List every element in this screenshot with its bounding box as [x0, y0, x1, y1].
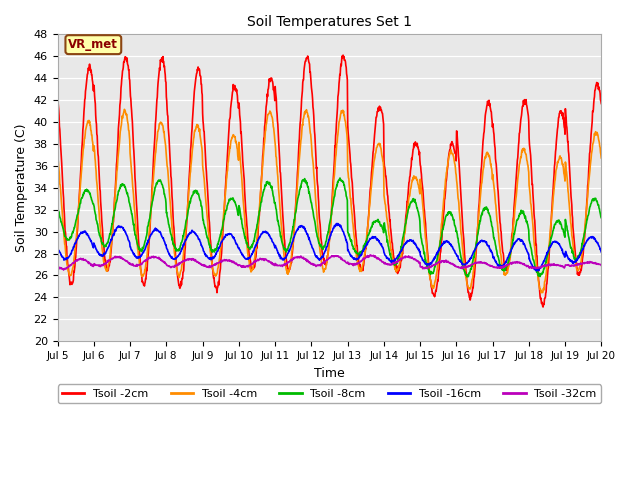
Tsoil -8cm	[534, 270, 541, 276]
Line: Tsoil -4cm: Tsoil -4cm	[58, 109, 601, 293]
Legend: Tsoil -2cm, Tsoil -4cm, Tsoil -8cm, Tsoil -16cm, Tsoil -32cm: Tsoil -2cm, Tsoil -4cm, Tsoil -8cm, Tsoi…	[58, 384, 601, 403]
Tsoil -4cm	[54, 151, 61, 156]
Tsoil -16cm	[175, 253, 182, 259]
Tsoil -2cm	[161, 72, 169, 77]
Tsoil -16cm	[161, 241, 169, 247]
Tsoil -8cm	[414, 208, 422, 214]
Tsoil -4cm	[236, 150, 243, 156]
Tsoil -8cm	[486, 212, 493, 217]
Tsoil -4cm	[414, 181, 422, 187]
Tsoil -32cm	[534, 265, 541, 271]
Text: VR_met: VR_met	[68, 38, 118, 51]
Tsoil -4cm	[162, 143, 170, 148]
Tsoil -32cm	[236, 262, 243, 268]
Line: Tsoil -32cm: Tsoil -32cm	[58, 255, 601, 270]
Tsoil -8cm	[337, 175, 344, 181]
Tsoil -32cm	[597, 263, 605, 268]
Tsoil -16cm	[533, 268, 541, 274]
Tsoil -2cm	[597, 101, 605, 107]
Tsoil -2cm	[414, 144, 422, 150]
Tsoil -8cm	[463, 274, 471, 280]
Tsoil -16cm	[414, 246, 422, 252]
Tsoil -2cm	[236, 104, 243, 110]
Tsoil -32cm	[486, 263, 493, 269]
Tsoil -2cm	[54, 91, 61, 96]
Tsoil -16cm	[534, 267, 541, 273]
Line: Tsoil -2cm: Tsoil -2cm	[58, 55, 601, 307]
Title: Soil Temperatures Set 1: Soil Temperatures Set 1	[247, 15, 412, 29]
Tsoil -4cm	[120, 107, 128, 112]
Tsoil -8cm	[236, 204, 243, 210]
Tsoil -16cm	[485, 243, 493, 249]
Tsoil -32cm	[60, 267, 67, 273]
Tsoil -32cm	[175, 262, 182, 267]
Tsoil -4cm	[597, 155, 605, 161]
Tsoil -4cm	[175, 273, 182, 278]
Y-axis label: Soil Temperature (C): Soil Temperature (C)	[15, 123, 28, 252]
Tsoil -4cm	[533, 267, 541, 273]
Line: Tsoil -16cm: Tsoil -16cm	[58, 224, 601, 271]
Tsoil -16cm	[236, 247, 243, 252]
Tsoil -8cm	[175, 248, 182, 253]
Tsoil -32cm	[54, 264, 61, 269]
Tsoil -16cm	[597, 249, 605, 255]
Tsoil -16cm	[54, 245, 61, 251]
Tsoil -32cm	[366, 252, 374, 258]
Tsoil -2cm	[533, 253, 541, 259]
Tsoil -2cm	[540, 304, 547, 310]
Tsoil -8cm	[54, 205, 61, 211]
Tsoil -32cm	[162, 261, 170, 266]
Tsoil -8cm	[597, 215, 605, 221]
Tsoil -4cm	[538, 290, 545, 296]
X-axis label: Time: Time	[314, 367, 345, 380]
Line: Tsoil -8cm: Tsoil -8cm	[58, 178, 601, 277]
Tsoil -16cm	[333, 221, 341, 227]
Tsoil -2cm	[339, 52, 347, 58]
Tsoil -2cm	[485, 97, 493, 103]
Tsoil -32cm	[415, 259, 422, 265]
Tsoil -4cm	[485, 152, 493, 158]
Tsoil -2cm	[175, 280, 182, 286]
Tsoil -8cm	[161, 195, 169, 201]
